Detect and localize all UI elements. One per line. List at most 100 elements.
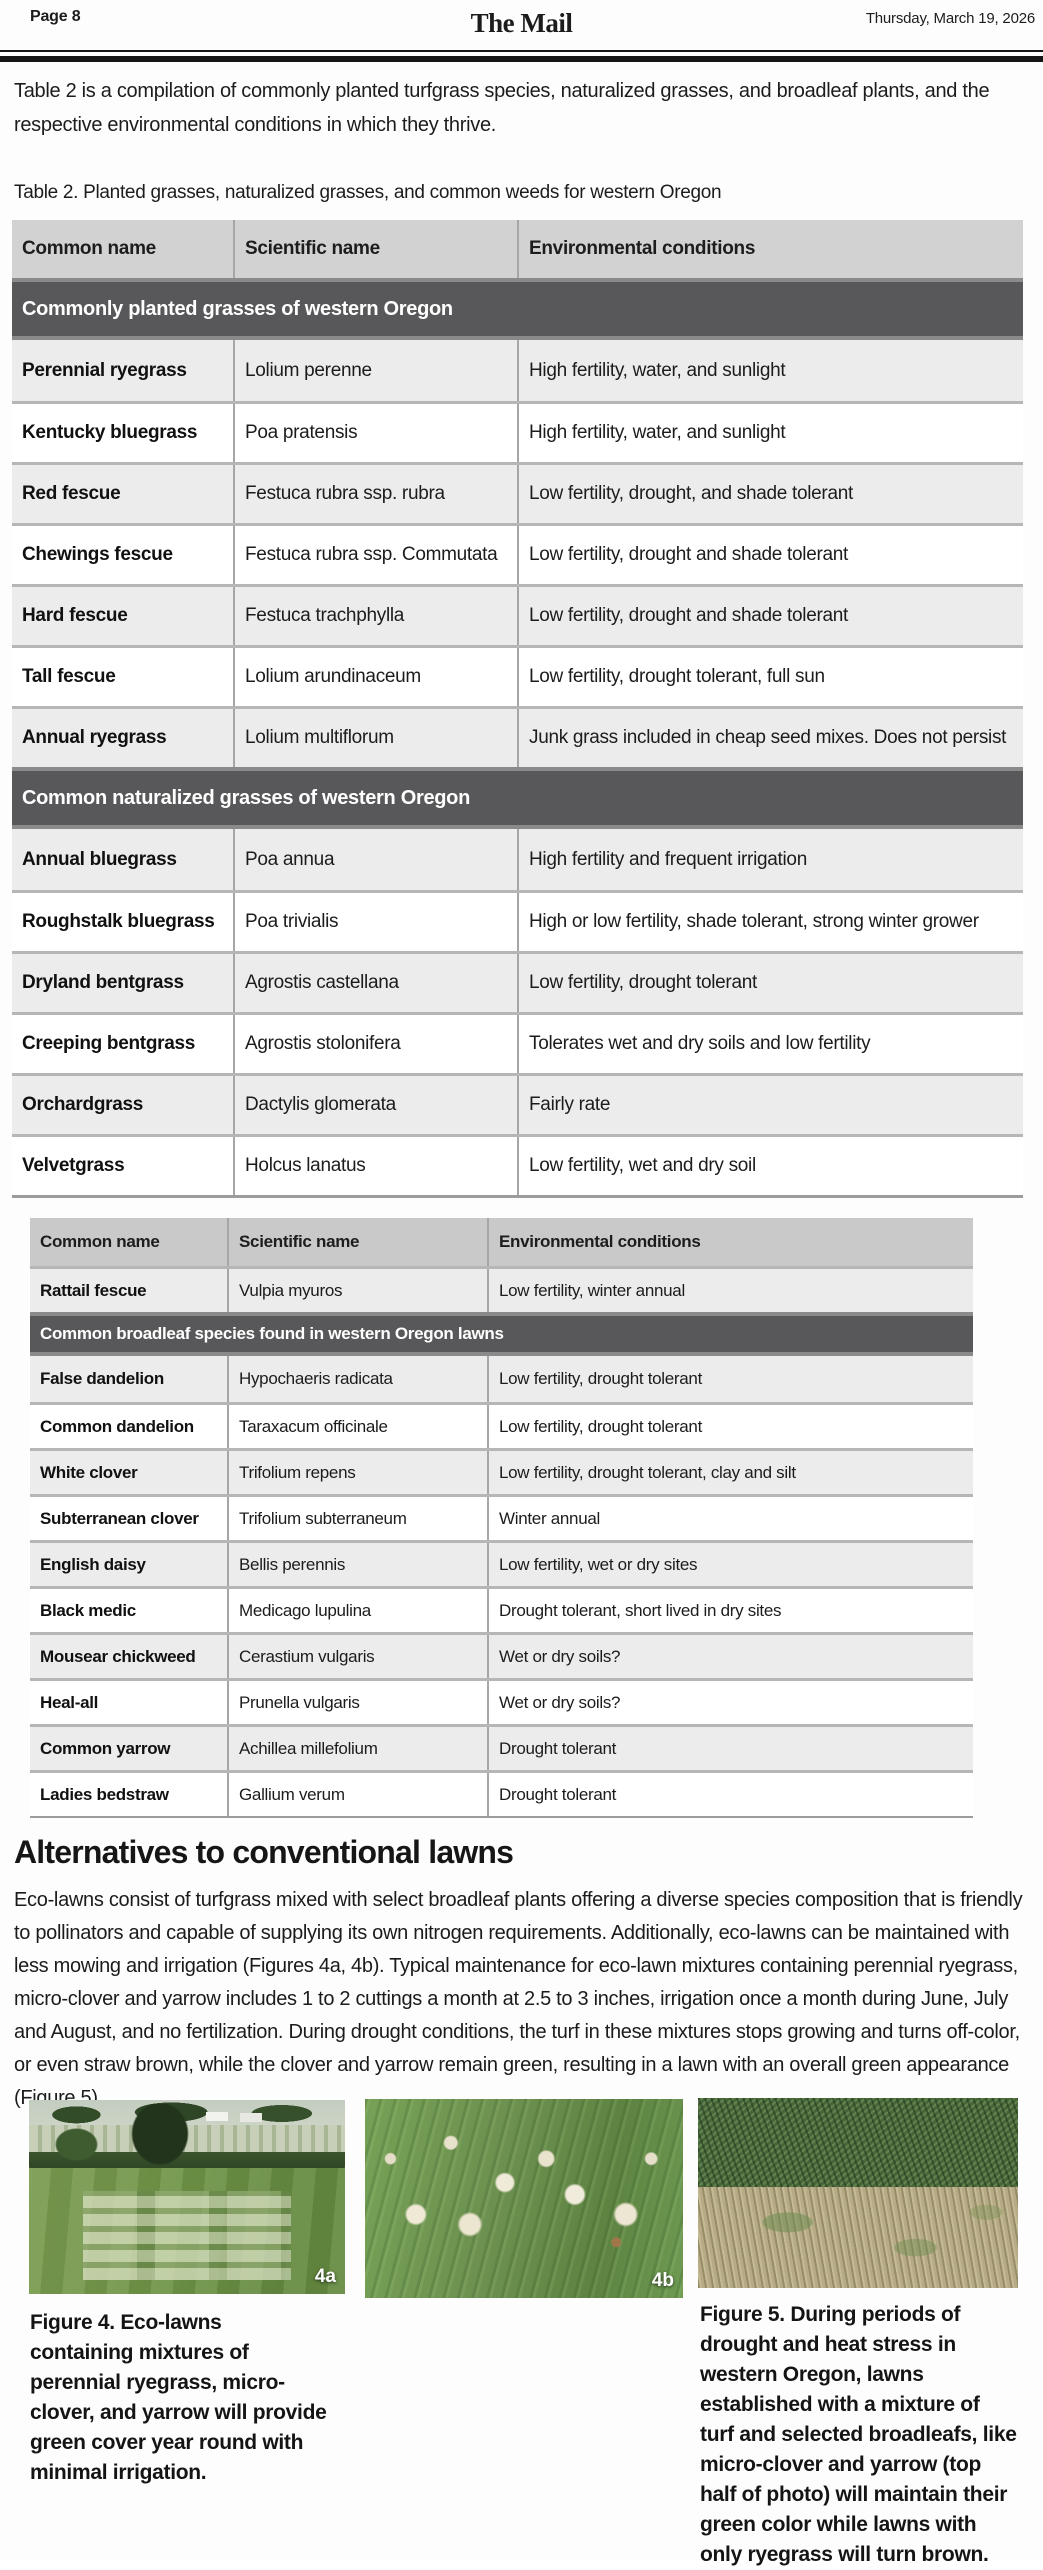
figure-5-caption: Figure 5. During periods of drought and … [700, 2303, 1017, 2566]
photo-brown-turf-half [698, 2187, 1018, 2288]
table-header-row: Common name Scientific name Environmental … [12, 220, 1023, 278]
scientific-name-cell: Hypochaeris radicata [227, 1356, 487, 1402]
table-row: Hard fescue Festuca trachphylla Low fertil… [12, 584, 1023, 645]
common-name-cell: Perennial ryegrass [22, 359, 187, 381]
table-row: Rattail fescue Vulpia myuros Low fertility… [30, 1266, 973, 1312]
conditions-cell: Low fertility, drought tolerant, clay an… [487, 1451, 973, 1494]
conditions-cell: Wet or dry soils? [487, 1635, 973, 1678]
masthead-rule-thin [0, 50, 1043, 52]
table-row: False dandelion Hypochaeris radicata Low f… [30, 1356, 973, 1402]
scientific-name-cell: Taraxacum officinale [227, 1405, 487, 1448]
table-row: Red fescue Festuca rubra ssp. rubra Low fe… [12, 462, 1023, 523]
scientific-name-cell: Agrostis castellana [233, 954, 517, 1012]
table-row: Heal-all Prunella vulgaris Wet or dry soil… [30, 1678, 973, 1724]
intro-line-2: respective environmental conditions in w… [14, 114, 497, 136]
table-row: Creeping bentgrass Agrostis stolonifera To… [12, 1012, 1023, 1073]
intro-line-1: Table 2 is a compilation of commonly pla… [14, 80, 990, 102]
common-name-cell: Common yarrow [40, 1738, 171, 1758]
masthead-rule-thick [0, 56, 1043, 62]
conditions-cell: Low fertility, drought, and shade tolera… [517, 465, 1023, 523]
common-name-cell: Creeping bentgrass [22, 1033, 196, 1054]
conditions-cell: Winter annual [487, 1497, 973, 1540]
table-row: Annual ryegrass Lolium multiflorum Junk gr… [12, 706, 1023, 767]
scientific-name-cell: Cerastium vulgaris [227, 1635, 487, 1678]
common-name-cell: False dandelion [40, 1369, 164, 1388]
table-row: Orchardgrass Dactylis glomerata Fairly rat… [12, 1073, 1023, 1134]
table-row: Chewings fescue Festuca rubra ssp. Commut… [12, 523, 1023, 584]
scientific-name-cell: Festuca rubra ssp. Commutata [233, 526, 517, 584]
photo-test-plots [82, 2191, 292, 2281]
common-name-cell: Ladies bedstraw [40, 1784, 169, 1804]
common-name-cell: Rattail fescue [40, 1280, 147, 1300]
table-row: Velvetgrass Holcus lanatus Low fertility, … [12, 1134, 1023, 1195]
scientific-name-cell: Gallium verum [227, 1773, 487, 1816]
table-caption: Table 2. Planted grasses, naturalized gr… [14, 182, 722, 203]
table-row: Dryland bentgrass Agrostis castellana Low … [12, 951, 1023, 1012]
conditions-cell: Low fertility, drought and shade toleran… [517, 526, 1023, 584]
common-name-cell: Subterranean clover [40, 1508, 199, 1528]
table-row: English daisy Bellis perennis Low fertilit… [30, 1540, 973, 1586]
table-row: Black medic Medicago lupulina Drought tole… [30, 1586, 973, 1632]
common-name-cell: Mousear chickweed [40, 1646, 196, 1666]
section-header-row: Commonly planted grasses of western Oreg… [12, 278, 1023, 340]
table-row: Perennial ryegrass Lolium perenne High fer… [12, 340, 1023, 401]
grasses-table: Common name Scientific name Environmental … [12, 220, 1023, 1198]
conditions-cell: Drought tolerant [487, 1727, 973, 1770]
common-name-cell: Chewings fescue [22, 544, 173, 565]
common-name-cell: Velvetgrass [22, 1155, 125, 1176]
figure-4b-label: 4b [651, 2270, 674, 2291]
common-name-cell: English daisy [40, 1554, 146, 1574]
table-row: Roughstalk bluegrass Poa trivialis High or… [12, 890, 1023, 951]
section-heading: Alternatives to conventional lawns [14, 1834, 514, 1870]
common-name-cell: Kentucky bluegrass [22, 422, 198, 443]
common-name-cell: Red fescue [22, 483, 121, 504]
common-name-cell: White clover [40, 1462, 138, 1482]
scientific-name-cell: Trifolium repens [227, 1451, 487, 1494]
section-header-row: Common naturalized grasses of western Or… [12, 767, 1023, 829]
common-name-cell: Dryland bentgrass [22, 972, 184, 993]
conditions-cell: Low fertility, wet and dry soil [517, 1137, 1023, 1195]
scientific-name-cell: Poa pratensis [233, 404, 517, 462]
table-row: Subterranean clover Trifolium subterraneu… [30, 1494, 973, 1540]
section-header-row: Common broadleaf species found in wester… [30, 1312, 973, 1356]
conditions-cell: Low fertility, drought tolerant, full su… [517, 648, 1023, 706]
table-row: Kentucky bluegrass Poa pratensis High fert… [12, 401, 1023, 462]
column-header: Common name [22, 238, 156, 259]
conditions-cell: Low fertility, drought and shade toleran… [517, 587, 1023, 645]
scientific-name-cell: Bellis perennis [227, 1543, 487, 1586]
table-header-row: Common name Scientific name Environmental … [30, 1218, 973, 1266]
conditions-cell: Low fertility, drought tolerant [517, 954, 1023, 1012]
table-row: Mousear chickweed Cerastium vulgaris Wet o… [30, 1632, 973, 1678]
photo-green-turf-half [698, 2098, 1018, 2188]
scientific-name-cell: Festuca rubra ssp. rubra [233, 465, 517, 523]
page-number: Page 8 [30, 8, 81, 25]
photo-house [205, 2111, 228, 2121]
conditions-cell: Junk grass included in cheap seed mixes.… [517, 709, 1023, 767]
scientific-name-cell: Trifolium subterraneum [227, 1497, 487, 1540]
common-name-cell: Hard fescue [22, 605, 128, 626]
common-name-cell: Heal-all [40, 1692, 99, 1712]
common-name-cell: Black medic [40, 1600, 136, 1620]
figure-4a-photo: 4a [29, 2100, 345, 2294]
scientific-name-cell: Lolium multiflorum [233, 709, 517, 767]
column-header: Environmental conditions [487, 1218, 973, 1266]
scientific-name-cell: Medicago lupulina [227, 1589, 487, 1632]
conditions-cell: High or low fertility, shade tolerant, s… [517, 893, 1023, 951]
scientific-name-cell: Festuca trachphylla [233, 587, 517, 645]
column-header: Scientific name [233, 220, 517, 278]
issue-date: Thursday, March 19, 2026 [865, 10, 1035, 27]
scientific-name-cell: Lolium perenne [233, 340, 517, 401]
scientific-name-cell: Prunella vulgaris [227, 1681, 487, 1724]
conditions-cell: Wet or dry soils? [487, 1681, 973, 1724]
conditions-cell: Low fertility, wet or dry sites [487, 1543, 973, 1586]
table-row: White clover Trifolium repens Low fertilit… [30, 1448, 973, 1494]
column-header: Environmental conditions [517, 220, 1023, 278]
table-row: Common yarrow Achillea millefolium Drought… [30, 1724, 973, 1770]
conditions-cell: Drought tolerant, short lived in dry sit… [487, 1589, 973, 1632]
table-row: Common dandelion Taraxacum officinale Low … [30, 1402, 973, 1448]
scientific-name-cell: Poa annua [233, 829, 517, 890]
common-name-cell: Orchardgrass [22, 1094, 144, 1115]
conditions-cell: Low fertility, winter annual [487, 1269, 973, 1312]
section-body-paragraph: Eco-lawns consist of turfgrass mixed wit… [14, 1889, 1023, 2109]
